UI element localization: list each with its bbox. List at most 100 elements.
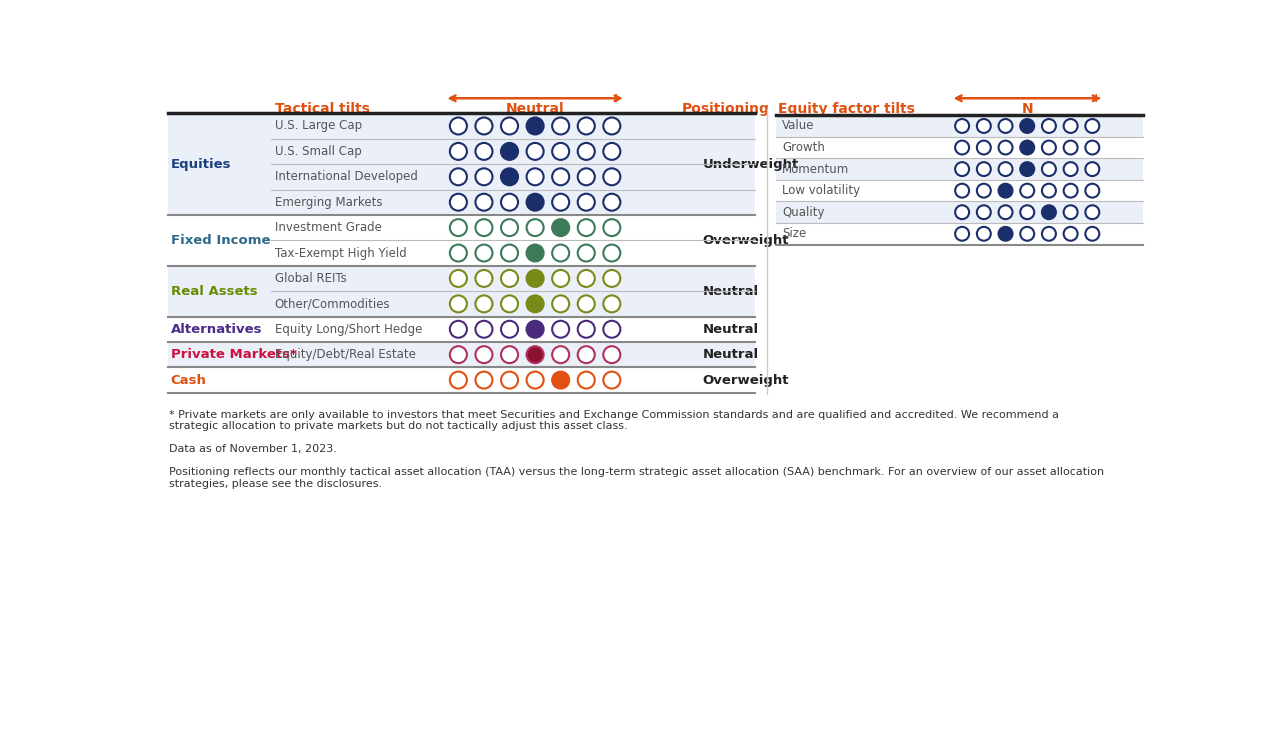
Circle shape bbox=[1020, 227, 1034, 241]
Circle shape bbox=[1064, 227, 1078, 241]
Text: Low volatility: Low volatility bbox=[782, 184, 860, 197]
Circle shape bbox=[552, 321, 570, 338]
Circle shape bbox=[1085, 206, 1100, 219]
Circle shape bbox=[977, 206, 991, 219]
Circle shape bbox=[1064, 206, 1078, 219]
Circle shape bbox=[977, 119, 991, 133]
Circle shape bbox=[1085, 184, 1100, 198]
Text: Quality: Quality bbox=[782, 206, 824, 219]
Text: Neutral: Neutral bbox=[703, 284, 759, 297]
Circle shape bbox=[1085, 227, 1100, 241]
Circle shape bbox=[552, 346, 570, 363]
Circle shape bbox=[603, 143, 621, 160]
Circle shape bbox=[577, 244, 595, 262]
Text: U.S. Large Cap: U.S. Large Cap bbox=[275, 120, 362, 133]
Circle shape bbox=[577, 372, 595, 389]
Circle shape bbox=[977, 141, 991, 155]
Circle shape bbox=[526, 270, 544, 287]
Text: Tactical tilts: Tactical tilts bbox=[275, 102, 370, 116]
Circle shape bbox=[998, 184, 1012, 198]
Circle shape bbox=[449, 219, 467, 236]
Bar bbox=[168, 367, 755, 393]
Text: Alternatives: Alternatives bbox=[170, 323, 262, 336]
Circle shape bbox=[1042, 206, 1056, 219]
Text: Equity Long/Short Hedge: Equity Long/Short Hedge bbox=[275, 323, 422, 336]
Text: Emerging Markets: Emerging Markets bbox=[275, 195, 383, 208]
Circle shape bbox=[998, 162, 1012, 176]
Text: Positioning reflects our monthly tactical asset allocation (TAA) versus the long: Positioning reflects our monthly tactica… bbox=[169, 467, 1105, 477]
Bar bbox=[168, 215, 755, 241]
Circle shape bbox=[552, 244, 570, 262]
Text: Data as of November 1, 2023.: Data as of November 1, 2023. bbox=[169, 445, 337, 454]
Circle shape bbox=[603, 295, 621, 312]
Circle shape bbox=[603, 346, 621, 363]
Text: Equities: Equities bbox=[170, 157, 232, 171]
Circle shape bbox=[449, 372, 467, 389]
Circle shape bbox=[552, 143, 570, 160]
Circle shape bbox=[955, 227, 969, 241]
Circle shape bbox=[449, 244, 467, 262]
Text: Fixed Income: Fixed Income bbox=[170, 234, 270, 247]
Text: strategies, please see the disclosures.: strategies, please see the disclosures. bbox=[169, 479, 383, 489]
Text: strategic allocation to private markets but do not tactically adjust this asset : strategic allocation to private markets … bbox=[169, 421, 628, 432]
Text: +: + bbox=[1091, 92, 1102, 105]
Circle shape bbox=[603, 168, 621, 185]
Text: Underweight: Underweight bbox=[703, 157, 799, 171]
Circle shape bbox=[1064, 141, 1078, 155]
Text: * Private markets are only available to investors that meet Securities and Excha: * Private markets are only available to … bbox=[169, 410, 1060, 420]
Circle shape bbox=[577, 117, 595, 134]
Circle shape bbox=[1064, 184, 1078, 198]
Bar bbox=[776, 115, 1143, 137]
Circle shape bbox=[500, 143, 518, 160]
Circle shape bbox=[603, 219, 621, 236]
Circle shape bbox=[603, 244, 621, 262]
Circle shape bbox=[603, 372, 621, 389]
Text: -: - bbox=[452, 92, 457, 105]
Circle shape bbox=[475, 168, 493, 185]
Circle shape bbox=[500, 295, 518, 312]
Circle shape bbox=[977, 162, 991, 176]
Text: Private Markets*: Private Markets* bbox=[170, 348, 297, 361]
Circle shape bbox=[998, 141, 1012, 155]
Circle shape bbox=[500, 346, 518, 363]
Circle shape bbox=[449, 346, 467, 363]
Bar bbox=[168, 164, 755, 190]
Circle shape bbox=[475, 372, 493, 389]
Circle shape bbox=[526, 372, 544, 389]
Text: Growth: Growth bbox=[782, 141, 826, 154]
Circle shape bbox=[977, 227, 991, 241]
Circle shape bbox=[526, 295, 544, 312]
Circle shape bbox=[1042, 162, 1056, 176]
Circle shape bbox=[1085, 162, 1100, 176]
Text: Cash: Cash bbox=[170, 373, 207, 386]
Text: Positioning: Positioning bbox=[682, 102, 769, 116]
Circle shape bbox=[475, 194, 493, 211]
Circle shape bbox=[977, 184, 991, 198]
Circle shape bbox=[449, 270, 467, 287]
Circle shape bbox=[526, 194, 544, 211]
Circle shape bbox=[1064, 162, 1078, 176]
Circle shape bbox=[955, 184, 969, 198]
Circle shape bbox=[577, 219, 595, 236]
Circle shape bbox=[449, 117, 467, 134]
Text: Neutral: Neutral bbox=[703, 348, 759, 361]
Circle shape bbox=[1020, 141, 1034, 155]
Text: Momentum: Momentum bbox=[782, 163, 850, 176]
Bar bbox=[168, 266, 755, 291]
Text: Investment Grade: Investment Grade bbox=[275, 221, 381, 234]
Text: Size: Size bbox=[782, 227, 806, 241]
Circle shape bbox=[526, 168, 544, 185]
Bar bbox=[776, 223, 1143, 244]
Circle shape bbox=[475, 143, 493, 160]
Circle shape bbox=[449, 143, 467, 160]
Circle shape bbox=[955, 206, 969, 219]
Circle shape bbox=[998, 206, 1012, 219]
Bar bbox=[776, 158, 1143, 180]
Circle shape bbox=[552, 270, 570, 287]
Text: +: + bbox=[611, 92, 621, 105]
Circle shape bbox=[526, 321, 544, 338]
Circle shape bbox=[500, 321, 518, 338]
Circle shape bbox=[1042, 141, 1056, 155]
Text: -: - bbox=[956, 92, 961, 105]
Circle shape bbox=[577, 295, 595, 312]
